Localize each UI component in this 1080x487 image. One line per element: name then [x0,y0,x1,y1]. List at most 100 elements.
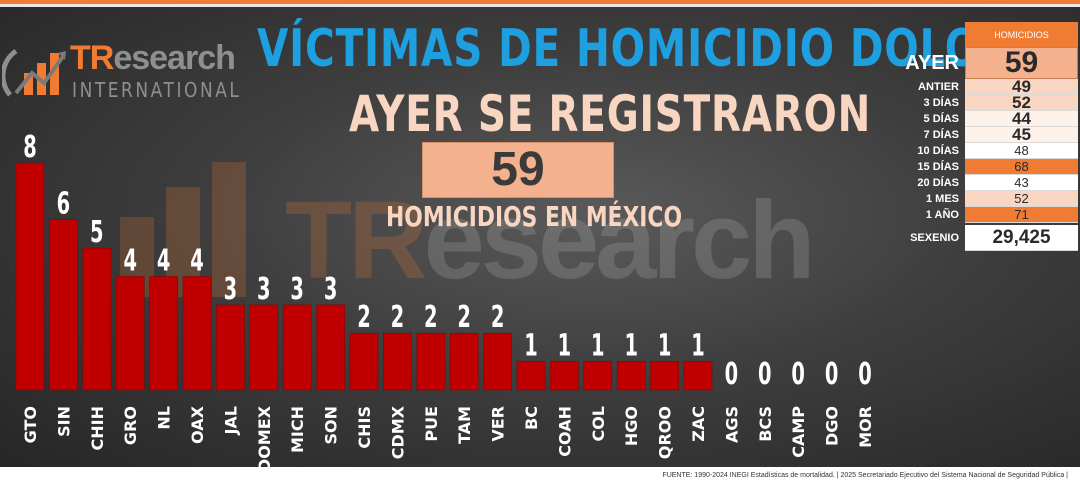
value-label-zac: 1 [691,329,705,363]
category-label-nl: NL [155,406,174,430]
category-label-pue: PUE [422,406,441,442]
stats-row: 5 DÍAS 44 [876,109,1078,128]
bar-chis [349,332,379,391]
stats-row: 1 MES 52 [876,191,1078,207]
watermark-bars-icon [120,162,246,297]
bar-cdmx [383,332,412,391]
stats-row: 10 DÍAS 48 [876,143,1078,159]
category-label-bc: BC [522,406,541,430]
stats-row: 7 DÍAS 45 [876,125,1078,144]
value-label-bcs: 0 [758,358,772,392]
value-label-jal: 3 [224,272,238,306]
bar-chih [82,247,112,391]
category-label-gro: GRO [121,406,140,445]
stats-row-label: 10 DÍAS [917,145,959,157]
value-label-dgo: 0 [825,358,839,392]
value-label-pue: 2 [424,301,438,335]
value-label-mich: 3 [290,272,304,306]
bar-oax [182,276,212,391]
stats-row-value: 71 [965,207,1078,223]
watermark-word: TResearch [285,179,816,302]
stats-row-value: 44 [965,109,1078,128]
value-label-gro: 4 [123,244,137,278]
category-label-oax: OAX [188,405,207,444]
stats-row: ANTIER 49 [876,77,1078,96]
stats-row-label: 15 DÍAS [917,161,959,173]
bar-pue [416,332,446,391]
value-label-sin: 6 [57,187,71,221]
top-strip [0,0,1080,7]
stats-row: 3 DÍAS 52 [876,93,1078,112]
stats-row-value: 45 [965,125,1078,144]
value-label-son: 3 [324,272,338,306]
stats-row-value: 48 [965,143,1078,159]
bar-sin [49,219,78,391]
stats-row: SEXENIO 29,425 [876,225,1078,251]
stats-header: HOMICIDIOS [876,22,1078,47]
category-label-edomex: EDOMEX [255,405,274,467]
category-label-son: SON [322,406,341,445]
bar-gto [15,162,45,391]
category-label-qroo: QROO [656,406,675,459]
stats-row-label: 5 DÍAS [923,113,959,125]
stats-table: HOMICIDIOS AYER 59 ANTIER 49 3 DÍAS 52 5 DÍAS 44… [876,22,1078,251]
stats-row-label: 7 DÍAS [923,129,959,141]
bar-mich [282,304,312,391]
category-label-jal: JAL [221,406,240,436]
category-label-ver: VER [489,406,508,442]
category-label-tam: TAM [455,406,474,444]
stats-row-value: 52 [965,191,1078,207]
total-homicides-box: 59 [422,142,614,198]
category-label-camp: CAMP [789,406,808,458]
stats-row-value: 68 [965,159,1078,175]
bar-col [583,361,613,391]
category-label-cdmx: CDMX [388,405,407,459]
stats-row: 15 DÍAS 68 [876,159,1078,175]
bar-tam [449,332,479,391]
category-label-chih: CHIH [88,406,107,450]
stats-row-value: 52 [965,93,1078,112]
bar-coah [550,361,579,391]
stats-row: AYER 59 [876,46,1078,79]
stats-row-label: 3 DÍAS [923,97,959,109]
value-label-hgo: 1 [624,329,638,363]
total-caption: HOMICIDIOS EN MÉXICO [386,200,683,233]
value-label-nl: 4 [157,244,171,278]
value-label-mor: 0 [858,358,872,392]
bar-jal [216,304,245,391]
value-label-coah: 1 [558,329,572,363]
chart-panel: TResearch TResearch INTERNATIONAL VÍCTIM… [0,7,1080,467]
bar-gro [115,276,145,391]
value-label-chih: 5 [90,216,104,250]
category-label-bcs: BCS [756,406,775,442]
category-label-col: COL [589,406,608,442]
value-label-ags: 0 [725,358,739,392]
stats-row-value: 49 [965,77,1078,96]
category-label-zac: ZAC [689,406,708,442]
category-label-sin: SIN [54,406,73,437]
bar-edomex [249,304,279,391]
logo-wordmark: TResearch [70,39,236,77]
category-label-ags: AGS [722,406,741,443]
value-label-qroo: 1 [658,329,672,363]
stats-row-value: 59 [965,46,1078,79]
value-label-tam: 2 [457,301,471,335]
value-label-gto: 8 [23,131,37,165]
bar-nl [149,276,178,391]
category-label-mor: MOR [856,406,875,448]
value-label-chis: 2 [357,301,371,335]
value-label-col: 1 [591,329,605,363]
category-label-gto: GTO [21,406,40,443]
stats-row-label: 1 MES [925,193,959,205]
stats-row-label: 20 DÍAS [917,177,959,189]
source-note: FUENTE: 1990-2024 INEGI Estadísticas de … [662,472,1068,479]
stats-row-label: SEXENIO [910,232,959,244]
value-label-cdmx: 2 [391,301,405,335]
value-label-edomex: 3 [257,272,271,306]
value-label-oax: 4 [190,244,204,278]
stats-row-value: 43 [965,175,1078,191]
bar-chart: 8 GTO 6 SIN 5 CHIH 4 GRO 4 NL 4 OAX 3 JAL 3 EDOMEX 3 MICH… [15,131,875,467]
stats-row-label: 1 AÑO [925,209,959,221]
value-label-camp: 0 [791,358,805,392]
